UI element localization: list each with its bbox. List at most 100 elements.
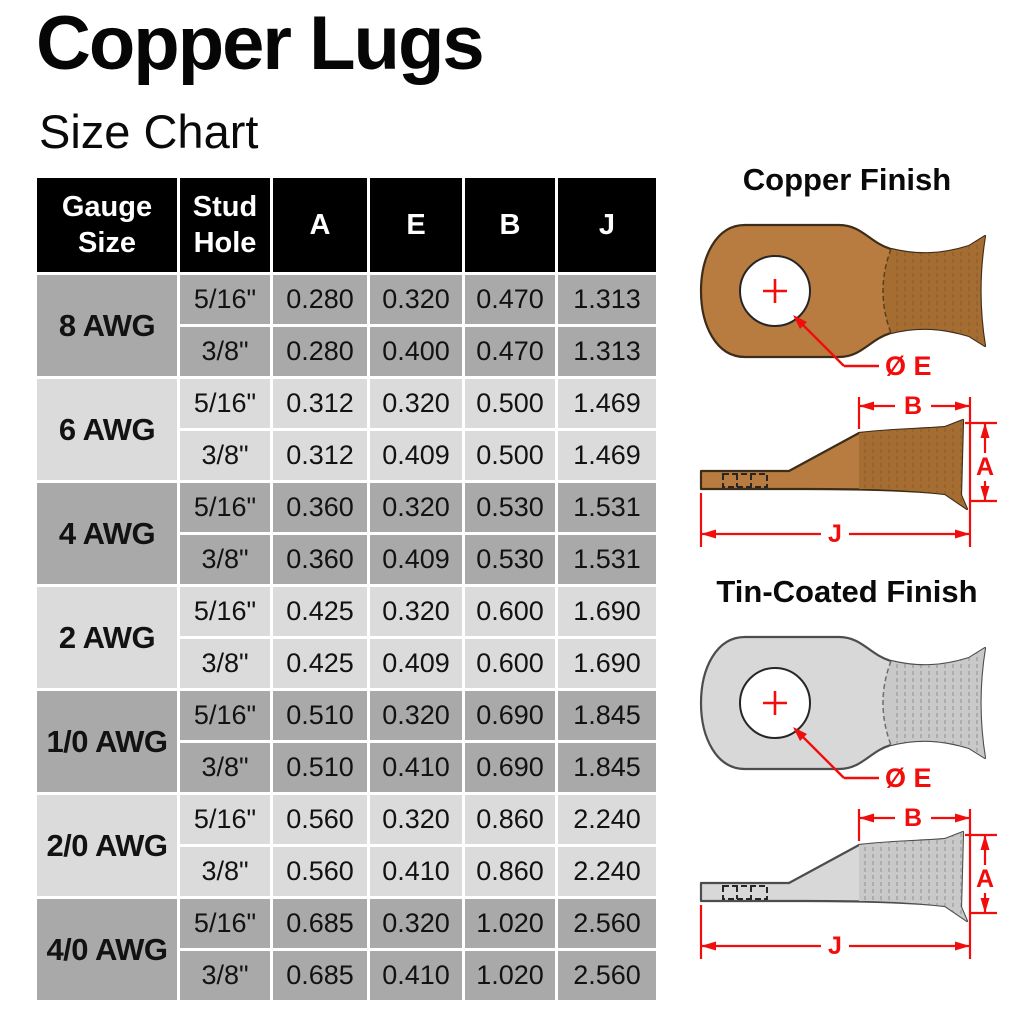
- value-a: 0.312: [273, 379, 367, 428]
- value-j: 1.845: [558, 743, 656, 792]
- hole-center-cross-icon: [763, 279, 787, 304]
- table-row: 3/8" 0.685 0.410 1.020 2.560: [37, 951, 656, 1000]
- dim-b: B: [859, 392, 970, 420]
- value-e: 0.320: [370, 379, 462, 428]
- value-j: 1.313: [558, 275, 656, 324]
- value-b: 0.600: [465, 639, 555, 688]
- value-j: 1.531: [558, 483, 656, 532]
- dim-b: B: [859, 804, 970, 832]
- page-title: Copper Lugs: [36, 1, 485, 86]
- hole-diameter-label: Ø E: [885, 763, 932, 793]
- crimp-barrel: [883, 648, 985, 759]
- value-a: 0.280: [273, 275, 367, 324]
- tin-lug-top-view-diagram: Ø E: [699, 636, 987, 793]
- table-row: 3/8" 0.312 0.409 0.500 1.469: [37, 431, 656, 480]
- value-e: 0.400: [370, 327, 462, 376]
- value-j: 1.469: [558, 379, 656, 428]
- value-j: 2.560: [558, 951, 656, 1000]
- value-a: 0.685: [273, 951, 367, 1000]
- value-a: 0.360: [273, 483, 367, 532]
- header-a: A: [273, 178, 367, 272]
- dim-b-label: B: [904, 392, 922, 420]
- value-j: 2.560: [558, 899, 656, 948]
- arrowhead-icon: [980, 423, 990, 439]
- hole-center-cross-icon: [763, 691, 787, 716]
- stud-hole-cell: 5/16": [180, 275, 270, 324]
- crimp-boundary-line: [882, 660, 892, 746]
- gauge-cell: 2 AWG: [37, 587, 177, 688]
- value-e: 0.410: [370, 951, 462, 1000]
- table-row: 4/0 AWG 5/16" 0.685 0.320 1.020 2.560: [37, 899, 656, 1000]
- value-e: 0.410: [370, 743, 462, 792]
- arrowhead-icon: [859, 401, 874, 411]
- value-e: 0.320: [370, 795, 462, 844]
- dim-j-label: J: [828, 932, 842, 960]
- value-a: 0.510: [273, 743, 367, 792]
- value-e: 0.409: [370, 639, 462, 688]
- value-a: 0.560: [273, 847, 367, 896]
- value-b: 0.690: [465, 691, 555, 740]
- group-6awg: 6 AWG 5/16" 0.312 0.320 0.500 1.469 3/8"…: [37, 379, 656, 480]
- stud-hole-cell: 5/16": [180, 587, 270, 636]
- value-b: 0.500: [465, 431, 555, 480]
- value-a: 0.510: [273, 691, 367, 740]
- dim-a-label: A: [976, 865, 994, 893]
- stud-hole-cell: 5/16": [180, 899, 270, 948]
- table-row: 8 AWG 5/16" 0.280 0.320 0.470 1.313: [37, 275, 656, 376]
- arrowhead-icon: [701, 529, 716, 539]
- tongue-hole-hidden-lines: [722, 473, 768, 489]
- value-e: 0.409: [370, 431, 462, 480]
- stud-hole-cell: 5/16": [180, 691, 270, 740]
- value-j: 2.240: [558, 795, 656, 844]
- tin-finish-title: Tin-Coated Finish: [716, 574, 978, 610]
- tin-lug-side-view-diagram: B A J: [699, 804, 997, 960]
- value-a: 0.280: [273, 327, 367, 376]
- value-a: 0.560: [273, 795, 367, 844]
- table-row: 3/8" 0.425 0.409 0.600 1.690: [37, 639, 656, 688]
- value-a: 0.312: [273, 431, 367, 480]
- table-row: 3/8" 0.280 0.400 0.470 1.313: [37, 327, 656, 376]
- finish-diagrams-panel: Copper Finish Ø E: [680, 162, 1014, 971]
- gauge-cell: 1/0 AWG: [37, 691, 177, 792]
- dim-a-label: A: [976, 453, 994, 481]
- header-j: J: [558, 178, 656, 272]
- arrowhead-icon: [980, 835, 990, 851]
- value-b: 1.020: [465, 899, 555, 948]
- value-b: 0.860: [465, 847, 555, 896]
- table-row: 4 AWG 5/16" 0.360 0.320 0.530 1.531: [37, 483, 656, 584]
- stud-hole-cell: 3/8": [180, 743, 270, 792]
- header-e: E: [370, 178, 462, 272]
- table-row: 2/0 AWG 5/16" 0.560 0.320 0.860 2.240: [37, 795, 656, 896]
- value-b: 1.020: [465, 951, 555, 1000]
- tongue-hole-hidden-lines: [722, 885, 768, 901]
- value-j: 1.531: [558, 535, 656, 584]
- value-e: 0.409: [370, 535, 462, 584]
- arrowhead-icon: [955, 529, 970, 539]
- extension-lines: [699, 397, 997, 548]
- value-e: 0.410: [370, 847, 462, 896]
- stud-hole-cell: 3/8": [180, 951, 270, 1000]
- page-subtitle: Size Chart: [39, 105, 259, 158]
- stud-hole-cell: 3/8": [180, 535, 270, 584]
- arrowhead-icon: [980, 898, 990, 914]
- header-stud-hole: Stud Hole: [180, 178, 270, 272]
- value-e: 0.320: [370, 483, 462, 532]
- value-b: 0.690: [465, 743, 555, 792]
- copper-lug-top-view-diagram: Ø E: [699, 223, 987, 381]
- crimp-boundary-line: [882, 248, 892, 334]
- header-gauge-size: Gauge Size: [37, 178, 177, 272]
- crimp-barrel: [883, 236, 985, 347]
- value-e: 0.320: [370, 587, 462, 636]
- gauge-cell: 4 AWG: [37, 483, 177, 584]
- value-j: 1.469: [558, 431, 656, 480]
- copper-finish-title: Copper Finish: [742, 162, 952, 197]
- gauge-cell: 6 AWG: [37, 379, 177, 480]
- group-2-0awg: 2/0 AWG 5/16" 0.560 0.320 0.860 2.240 3/…: [37, 795, 656, 896]
- value-j: 1.690: [558, 587, 656, 636]
- copper-lug-side-view-diagram: B A J: [699, 392, 997, 548]
- group-2awg: 2 AWG 5/16" 0.425 0.320 0.600 1.690 3/8"…: [37, 587, 656, 688]
- value-j: 1.690: [558, 639, 656, 688]
- dim-j: J: [701, 932, 970, 960]
- stud-hole-cell: 3/8": [180, 431, 270, 480]
- gauge-cell: 8 AWG: [37, 275, 177, 376]
